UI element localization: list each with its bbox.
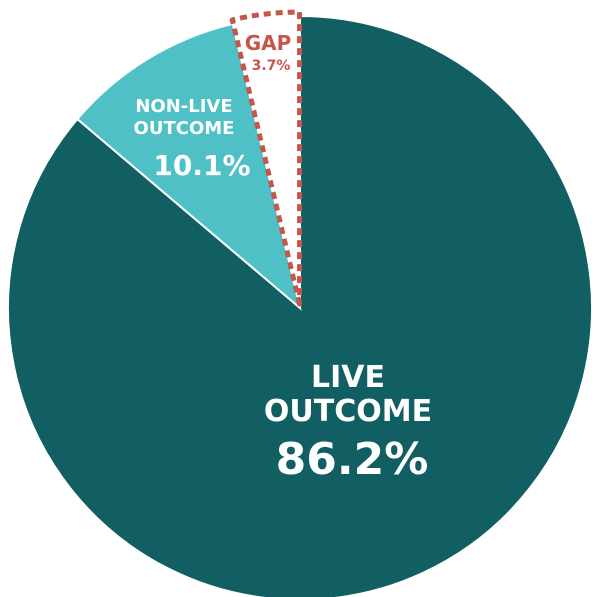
non-live-outcome-label-line1: NON-LIVE xyxy=(135,96,232,117)
gap-slice xyxy=(229,9,303,307)
non-live-outcome-value: 10.1% xyxy=(153,149,250,182)
gap-label: GAP xyxy=(245,31,292,55)
non-live-outcome-slice xyxy=(75,22,302,311)
pie-slices xyxy=(7,9,592,597)
gap-value: 3.7% xyxy=(252,58,291,74)
live-outcome-value: 86.2% xyxy=(276,434,429,485)
pie-labels: LIVEOUTCOME86.2%NON-LIVEOUTCOME10.1%GAP3… xyxy=(134,31,433,485)
non-live-outcome-label-line2: OUTCOME xyxy=(134,118,235,139)
live-outcome-label-line2: OUTCOME xyxy=(264,394,432,429)
live-outcome-slice xyxy=(7,14,592,597)
live-outcome-label-line1: LIVE xyxy=(311,360,385,395)
